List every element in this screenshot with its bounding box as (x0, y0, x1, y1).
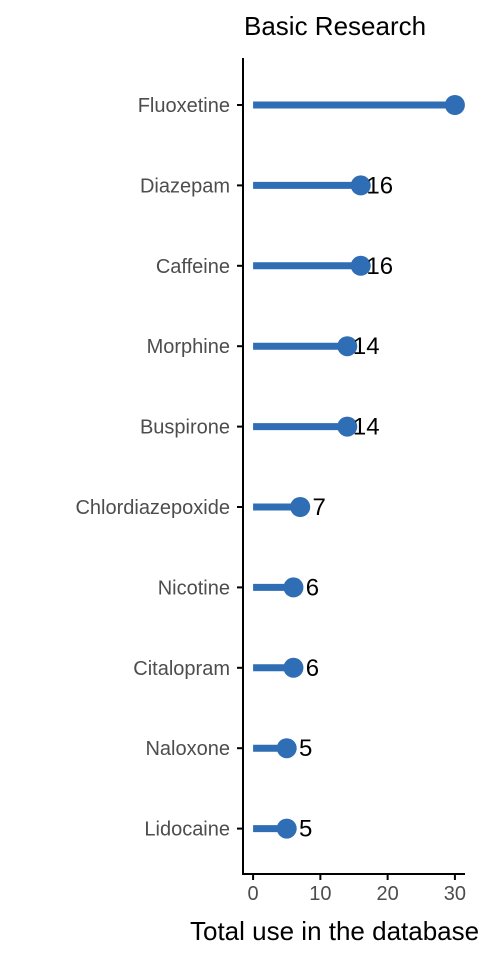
data-label: 7 (313, 494, 326, 521)
lollipop-dot (337, 336, 358, 357)
category-label: Diazepam (140, 175, 230, 197)
chart-marks: Fluoxetine Diazepam 16 Caffeine 16 Morphine 14… (75, 95, 465, 843)
x-tick-label: 20 (377, 883, 399, 905)
lollipop-dot (444, 95, 465, 115)
data-label: 14 (353, 414, 380, 441)
data-label: 16 (366, 172, 393, 199)
data-label: 6 (306, 655, 319, 682)
data-label: 5 (299, 816, 312, 843)
category-label: Lidocaine (144, 819, 230, 841)
category-label: Buspirone (140, 417, 230, 439)
lollipop-dot (337, 416, 358, 437)
data-label: 14 (353, 333, 380, 360)
lollipop-dot (276, 738, 297, 759)
data-label: 5 (299, 735, 312, 762)
lollipop-dot (350, 175, 371, 196)
category-label: Caffeine (156, 256, 230, 278)
data-label: 16 (366, 253, 393, 280)
lollipop-dot (350, 255, 371, 276)
x-axis-ticks: 0 10 20 30 (248, 874, 466, 905)
chart-title: Basic Research (244, 11, 426, 41)
category-label: Chlordiazepoxide (75, 497, 230, 519)
lollipop-dot (283, 577, 304, 598)
x-tick-label: 0 (248, 883, 259, 905)
lollipop-dot (290, 497, 311, 517)
data-label: 6 (306, 574, 319, 601)
category-label: Fluoxetine (138, 95, 230, 117)
x-tick-label: 10 (309, 883, 331, 905)
lollipop-dot (283, 657, 304, 678)
category-label: Nicotine (158, 577, 230, 599)
category-label: Citalopram (133, 658, 230, 680)
x-tick-label: 30 (444, 883, 466, 905)
x-axis-title: Total use in the database (190, 916, 479, 946)
category-label: Morphine (147, 336, 230, 358)
lollipop-dot (276, 818, 297, 839)
category-label: Naloxone (145, 738, 230, 760)
